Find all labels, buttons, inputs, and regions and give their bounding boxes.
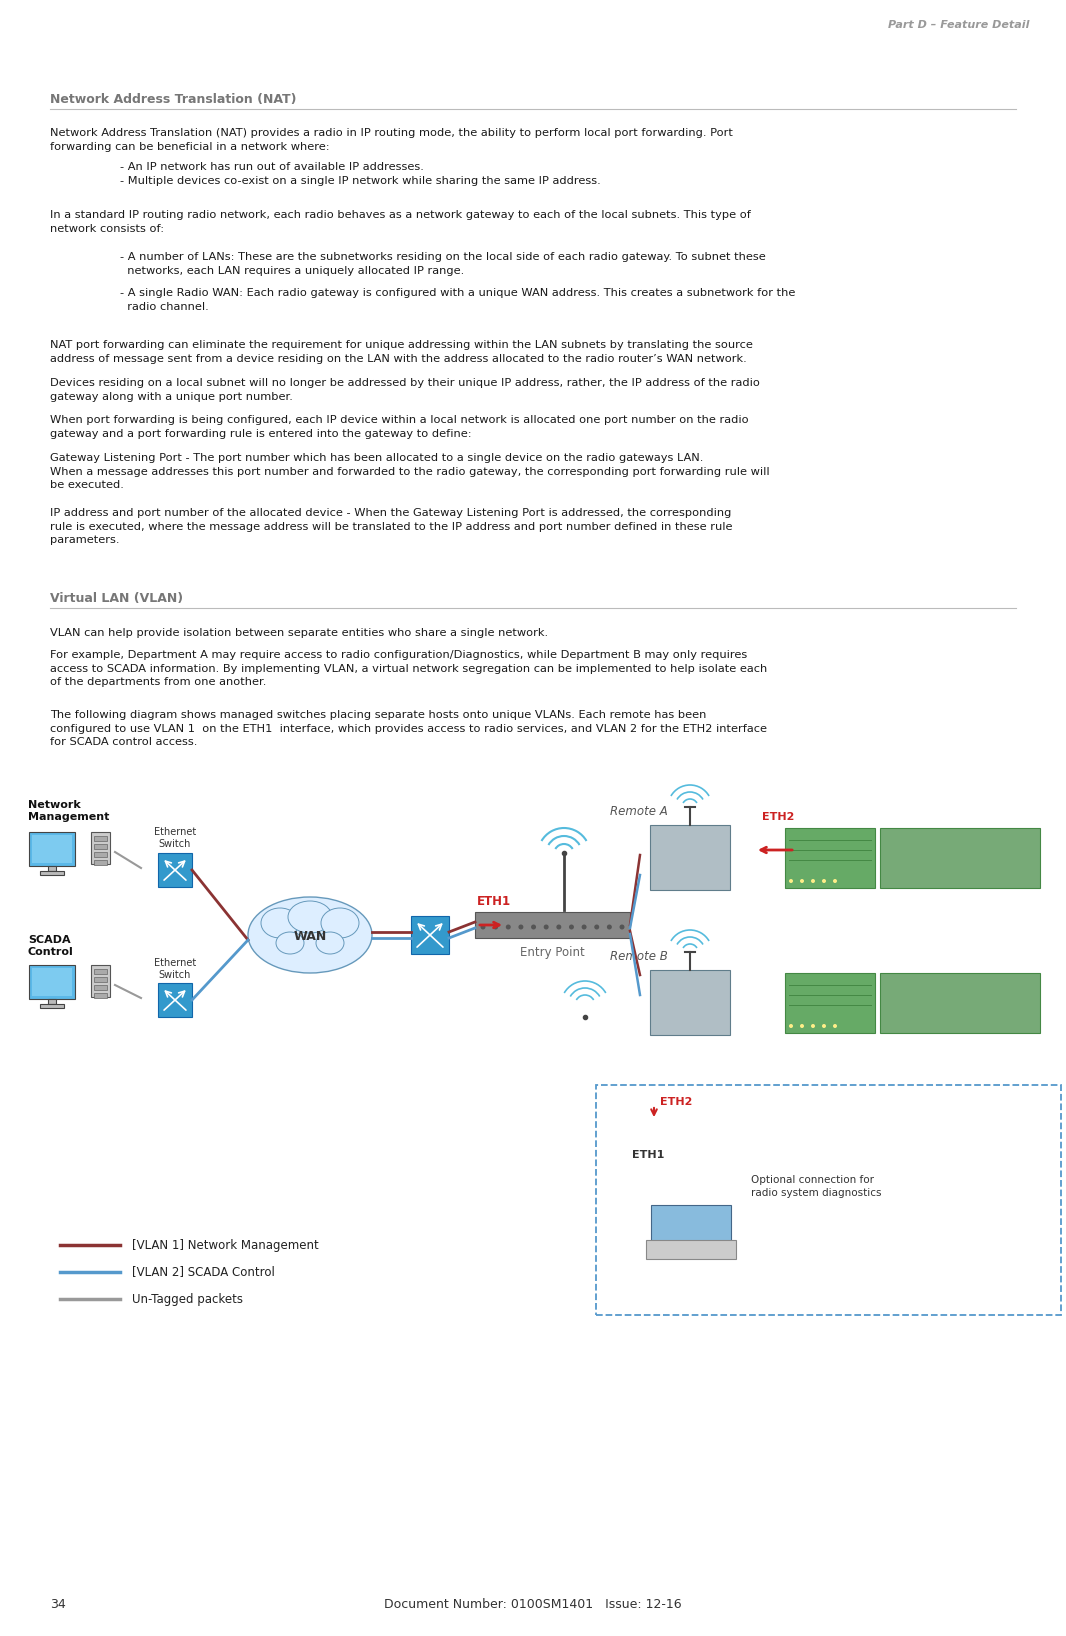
Bar <box>881 828 1040 888</box>
Bar <box>94 977 107 982</box>
Text: IP address and port number of the allocated device - When the Gateway Listening : IP address and port number of the alloca… <box>50 509 732 545</box>
Bar <box>785 973 875 1032</box>
Circle shape <box>556 924 562 929</box>
Text: In a standard IP routing radio network, each radio behaves as a network gateway : In a standard IP routing radio network, … <box>50 209 750 234</box>
Circle shape <box>569 924 574 929</box>
Bar <box>94 969 107 973</box>
Bar <box>29 965 75 1000</box>
Ellipse shape <box>276 933 304 954</box>
Ellipse shape <box>248 897 372 973</box>
Text: Gateway Listening Port - The port number which has been allocated to a single de: Gateway Listening Port - The port number… <box>50 453 770 491</box>
Ellipse shape <box>261 908 298 937</box>
Circle shape <box>833 1024 837 1027</box>
Circle shape <box>789 879 793 883</box>
Text: [VLAN 1] Network Management: [VLAN 1] Network Management <box>132 1238 319 1252</box>
Text: ETH1: ETH1 <box>477 895 511 908</box>
Bar <box>41 870 64 875</box>
Circle shape <box>505 924 511 929</box>
Bar <box>94 836 107 841</box>
Bar <box>94 852 107 857</box>
Bar <box>646 1240 736 1260</box>
Text: Optional connection for
radio system diagnostics: Optional connection for radio system dia… <box>752 1175 882 1198</box>
Bar <box>411 916 449 954</box>
Text: SCADA
Control: SCADA Control <box>28 936 74 957</box>
Text: Network Address Translation (NAT): Network Address Translation (NAT) <box>50 93 296 106</box>
Text: Virtual LAN (VLAN): Virtual LAN (VLAN) <box>50 592 183 605</box>
Bar <box>29 833 75 865</box>
Circle shape <box>811 1024 815 1027</box>
Bar <box>91 965 110 996</box>
Text: When port forwarding is being configured, each IP device within a local network : When port forwarding is being configured… <box>50 416 748 438</box>
Bar <box>32 969 72 996</box>
Circle shape <box>544 924 549 929</box>
Circle shape <box>789 1024 793 1027</box>
Text: VLAN can help provide isolation between separate entities who share a single net: VLAN can help provide isolation between … <box>50 628 548 638</box>
Text: Remote B: Remote B <box>610 951 667 964</box>
Text: - A single Radio WAN: Each radio gateway is configured with a unique WAN address: - A single Radio WAN: Each radio gateway… <box>120 288 795 311</box>
Bar <box>158 852 192 887</box>
Text: Part D – Feature Detail: Part D – Feature Detail <box>888 20 1030 29</box>
Circle shape <box>811 879 815 883</box>
Bar <box>32 834 72 864</box>
Bar <box>48 1000 56 1005</box>
Text: For example, Department A may require access to radio configuration/Diagnostics,: For example, Department A may require ac… <box>50 649 768 687</box>
Circle shape <box>494 924 498 929</box>
Bar <box>41 1005 64 1008</box>
Circle shape <box>800 879 804 883</box>
Ellipse shape <box>321 908 359 937</box>
Circle shape <box>594 924 599 929</box>
Text: Network
Management: Network Management <box>28 800 110 823</box>
Bar <box>596 1085 1061 1315</box>
Circle shape <box>582 924 586 929</box>
Bar <box>94 844 107 849</box>
Bar <box>785 828 875 888</box>
Text: ETH2: ETH2 <box>762 811 794 821</box>
Text: NAT port forwarding can eliminate the requirement for unique addressing within t: NAT port forwarding can eliminate the re… <box>50 340 753 363</box>
Text: 34: 34 <box>50 1598 66 1611</box>
Circle shape <box>607 924 612 929</box>
Text: - A number of LANs: These are the subnetworks residing on the local side of each: - A number of LANs: These are the subnet… <box>120 252 765 275</box>
Text: Un-Tagged packets: Un-Tagged packets <box>132 1292 243 1306</box>
Bar <box>91 833 110 864</box>
Ellipse shape <box>288 901 332 933</box>
Text: ETH2: ETH2 <box>660 1098 692 1108</box>
Circle shape <box>518 924 523 929</box>
Circle shape <box>481 924 485 929</box>
Bar <box>475 911 630 937</box>
Bar <box>94 861 107 865</box>
Circle shape <box>531 924 536 929</box>
Text: WAN: WAN <box>293 931 326 944</box>
Bar <box>158 983 192 1018</box>
Circle shape <box>822 1024 826 1027</box>
Text: [VLAN 2] SCADA Control: [VLAN 2] SCADA Control <box>132 1266 275 1278</box>
Bar <box>48 865 56 870</box>
Bar <box>650 970 730 1036</box>
Bar <box>651 1206 731 1240</box>
Text: Entry Point: Entry Point <box>519 946 584 959</box>
Bar <box>650 825 730 890</box>
Bar <box>94 993 107 998</box>
Text: Remote A: Remote A <box>610 805 667 818</box>
Text: Ethernet
Switch: Ethernet Switch <box>154 828 196 849</box>
Circle shape <box>800 1024 804 1027</box>
Text: Network Address Translation (NAT) provides a radio in IP routing mode, the abili: Network Address Translation (NAT) provid… <box>50 128 733 152</box>
Text: Document Number: 0100SM1401   Issue: 12-16: Document Number: 0100SM1401 Issue: 12-16 <box>384 1598 682 1611</box>
Text: Devices residing on a local subnet will no longer be addressed by their unique I: Devices residing on a local subnet will … <box>50 378 760 401</box>
Bar <box>881 973 1040 1032</box>
Circle shape <box>619 924 625 929</box>
Text: - An IP network has run out of available IP addresses.
- Multiple devices co-exi: - An IP network has run out of available… <box>120 162 601 185</box>
Ellipse shape <box>316 933 344 954</box>
Bar <box>94 985 107 990</box>
Text: ETH1: ETH1 <box>632 1150 664 1160</box>
Circle shape <box>833 879 837 883</box>
Circle shape <box>822 879 826 883</box>
Text: Ethernet
Switch: Ethernet Switch <box>154 959 196 980</box>
Text: The following diagram shows managed switches placing separate hosts onto unique : The following diagram shows managed swit… <box>50 710 768 748</box>
